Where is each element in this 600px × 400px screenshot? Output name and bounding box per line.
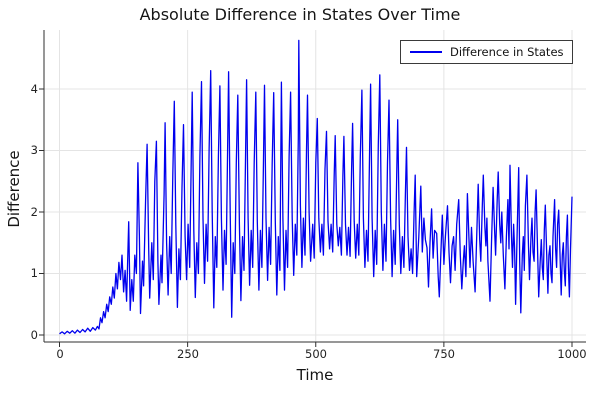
y-axis-tick-label: 2 xyxy=(30,205,38,219)
y-axis-tick-label: 0 xyxy=(30,328,38,342)
x-axis-tick-label: 750 xyxy=(433,347,455,361)
x-axis-tick-label: 500 xyxy=(305,347,327,361)
x-axis-tick-label: 0 xyxy=(56,347,64,361)
chart-title: Absolute Difference in States Over Time xyxy=(139,5,461,24)
x-axis-tick-label: 250 xyxy=(177,347,199,361)
x-axis-label: Time xyxy=(296,366,334,384)
legend: Difference in States xyxy=(400,40,573,64)
x-axis-tick-label: 1000 xyxy=(557,347,587,361)
y-axis-tick-label: 4 xyxy=(30,82,38,96)
legend-label: Difference in States xyxy=(450,45,564,59)
y-axis-tick-label: 3 xyxy=(30,143,38,157)
y-axis-tick-label: 1 xyxy=(30,266,38,280)
legend-line-sample xyxy=(410,51,442,53)
y-axis-label: Difference xyxy=(5,150,23,228)
difference-series-line xyxy=(59,39,573,335)
